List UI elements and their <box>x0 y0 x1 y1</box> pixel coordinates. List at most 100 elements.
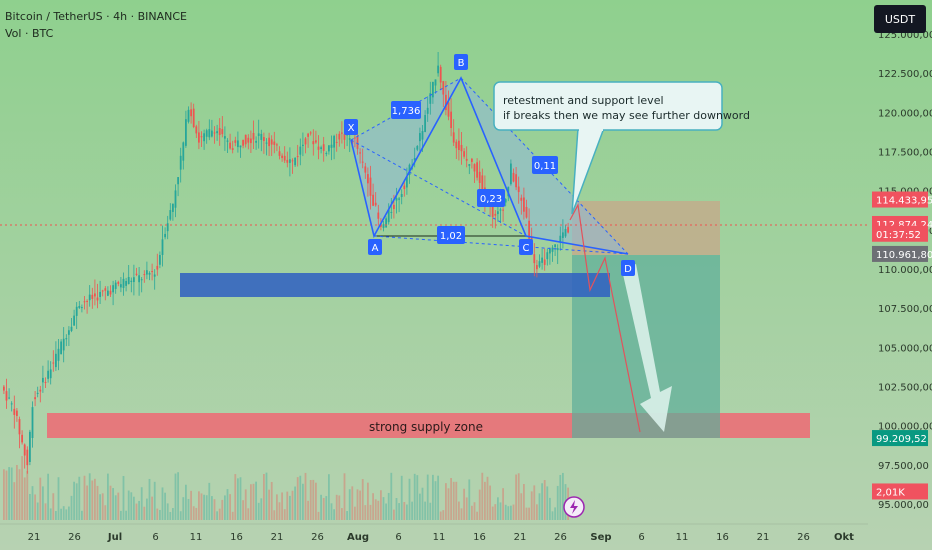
candle <box>39 385 42 403</box>
candle <box>286 151 289 168</box>
volume-bar <box>29 493 31 520</box>
svg-text:0,11: 0,11 <box>534 161 556 172</box>
volume-bar <box>502 488 504 520</box>
candle <box>372 183 374 207</box>
volume-bar <box>273 510 276 520</box>
candle <box>564 225 567 238</box>
candle <box>465 146 468 168</box>
candle <box>468 163 471 175</box>
volume-bar <box>424 501 426 520</box>
ratio-xad: 0,11 <box>532 156 558 174</box>
currency-button[interactable]: USDT <box>874 5 926 33</box>
svg-text:99.209,52: 99.209,52 <box>876 434 927 445</box>
volume-bar <box>377 500 380 520</box>
volume-bar <box>62 506 65 520</box>
candle <box>512 168 515 183</box>
volume-bar <box>242 500 244 520</box>
volume-bar <box>247 508 250 520</box>
volume-bar <box>101 493 104 520</box>
volume-bar <box>439 511 442 520</box>
candle <box>541 248 543 270</box>
support-zone <box>180 273 610 297</box>
candle <box>416 145 419 152</box>
time-tick-label: 16 <box>473 532 486 543</box>
lightning-bolt-icon[interactable] <box>563 496 585 518</box>
candle <box>478 160 481 195</box>
volume-bar <box>320 494 322 520</box>
volume-bar <box>34 494 36 520</box>
time-tick-label: Okt <box>834 532 854 543</box>
candle <box>60 339 62 355</box>
volume-bar <box>36 502 39 520</box>
candle <box>226 138 229 154</box>
candle <box>192 103 195 129</box>
volume-bar <box>151 496 153 520</box>
candle <box>36 386 39 398</box>
volume-bar <box>161 487 164 520</box>
candle <box>504 198 507 207</box>
volume-bar <box>419 493 421 520</box>
candle <box>195 124 198 139</box>
volume-bar <box>283 509 286 520</box>
candle <box>205 128 208 144</box>
volume-bar <box>23 477 26 520</box>
volume-bar <box>296 477 299 520</box>
time-tick-label: Jul <box>107 532 122 543</box>
volume-bar <box>182 497 185 520</box>
volume-bar <box>16 464 18 520</box>
candle <box>107 286 109 297</box>
candle <box>460 132 463 165</box>
candle <box>328 145 330 155</box>
volume-bar <box>497 497 499 520</box>
candle <box>122 272 125 296</box>
volume-bar <box>354 506 356 520</box>
candle <box>231 140 234 154</box>
candle <box>299 138 302 166</box>
volume-bar <box>380 490 382 520</box>
volume-bar <box>81 510 83 520</box>
candle <box>211 119 213 138</box>
ratio-xab: 1,736 <box>391 101 421 119</box>
candle <box>450 98 452 137</box>
svg-text:114.433,95: 114.433,95 <box>876 196 932 207</box>
volume-bar <box>536 504 538 520</box>
candle <box>104 286 107 301</box>
candle <box>42 365 44 393</box>
candle <box>190 102 192 124</box>
volume-bar <box>411 501 413 520</box>
projection-path <box>569 203 641 433</box>
volume-bar <box>421 487 424 520</box>
time-tick-label: 16 <box>716 532 729 543</box>
candle <box>463 148 465 159</box>
volume-bar <box>426 474 429 520</box>
volume-bar <box>307 500 309 520</box>
candle <box>341 121 343 144</box>
time-axis[interactable]: 21 26 Jul 6 11 16 21 26 Aug 6 11 16 21 26 Sep 6 11 16 21 26… <box>28 532 855 543</box>
volume-bar <box>528 507 530 520</box>
volume-bar <box>218 508 221 520</box>
volume-bars <box>3 456 569 520</box>
time-tick-label: 11 <box>190 532 203 543</box>
volume-bar <box>104 505 107 520</box>
candle <box>520 194 523 215</box>
candle <box>164 227 166 240</box>
volume-bar <box>270 481 273 520</box>
volume-bar <box>125 510 127 520</box>
volume-bar <box>179 511 182 520</box>
candle <box>101 289 104 297</box>
candle <box>125 277 127 292</box>
volume-bar <box>70 495 73 520</box>
candle <box>55 341 57 371</box>
candle <box>34 390 36 407</box>
candle <box>216 124 218 141</box>
volume-bar <box>224 495 226 520</box>
volume-bar <box>455 481 458 520</box>
volume-bar <box>385 503 387 520</box>
volume-bar <box>52 493 55 520</box>
volume-bar <box>465 497 468 520</box>
candle <box>62 327 65 363</box>
volume-bar <box>549 497 551 520</box>
candle <box>81 304 83 313</box>
